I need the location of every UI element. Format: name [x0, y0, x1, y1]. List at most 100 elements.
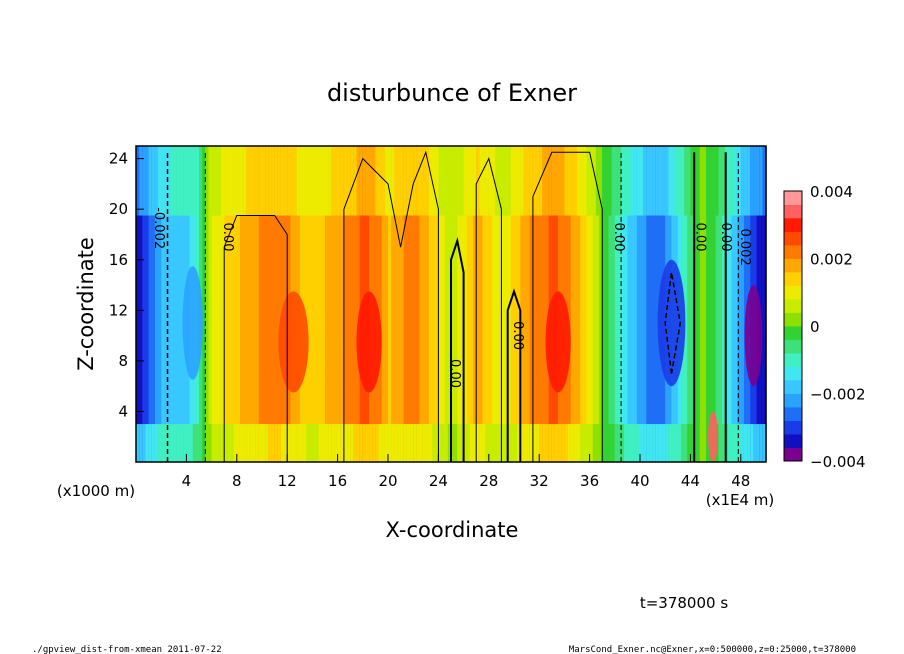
colorbar-swatch [784, 285, 802, 300]
field-strip-top [230, 146, 235, 216]
field-strip-low [331, 424, 336, 462]
field-strip [488, 146, 493, 462]
field-strip-low [315, 424, 320, 462]
field-strip-low [359, 424, 364, 462]
field-strip-low [558, 424, 562, 462]
field-strip-top [233, 146, 238, 216]
field-strip-low [154, 424, 159, 462]
field-strip-low [690, 424, 695, 462]
field-strip-low [176, 424, 181, 462]
field-strip-top [529, 146, 534, 216]
colorbar-swatch [784, 420, 802, 435]
field-strip-top [655, 146, 660, 216]
field-strip-low [545, 424, 550, 462]
field-strip [328, 146, 332, 462]
field-strip [611, 146, 616, 462]
field-strip-low [652, 424, 657, 462]
field-strip-top [388, 146, 392, 216]
field-strip [498, 146, 502, 462]
field-strip-top [293, 146, 298, 216]
field-strip-low [599, 424, 603, 462]
field-strip [444, 146, 449, 462]
field-strip [721, 146, 726, 462]
field-strip [315, 146, 320, 462]
field-strip [595, 146, 600, 462]
field-strip-top [384, 146, 389, 216]
colorbar-tick-label: 0 [810, 318, 820, 336]
field-strip-top [309, 146, 313, 216]
colorbar-swatch [784, 353, 802, 367]
contour-label: 0.00 [718, 223, 733, 252]
field-strip-low [202, 424, 206, 462]
field-strip-top [315, 146, 320, 216]
field-strip-low [334, 424, 339, 462]
field-strip-low [391, 424, 395, 462]
field-strip-low [447, 424, 452, 462]
field-strip [605, 146, 610, 462]
field-strip-low [249, 424, 254, 462]
field-strip [378, 146, 383, 462]
x-tick-label: 32 [530, 472, 549, 490]
field-strip [743, 146, 748, 462]
field-strip [243, 146, 247, 462]
field-strip-low [425, 424, 430, 462]
field-strip [504, 146, 509, 462]
field-strip [614, 146, 619, 462]
x-tick-label: 40 [630, 472, 649, 490]
field-strip-top [715, 146, 720, 216]
field-strip-low [406, 424, 411, 462]
field-strip-top [416, 146, 421, 216]
field-strip-top [236, 146, 241, 216]
field-strip-top [296, 146, 301, 216]
field-strip [271, 146, 276, 462]
field-strip [510, 146, 515, 462]
field-strip-low [756, 424, 761, 462]
field-strip-top [337, 146, 342, 216]
field-extremum [545, 291, 571, 393]
contour-line [223, 215, 288, 462]
field-strip-top [325, 146, 329, 216]
field-strip-top [627, 146, 632, 216]
field-strip-low [583, 424, 588, 462]
field-strip-top [334, 146, 339, 216]
field-strip-low [309, 424, 313, 462]
field-strip-top [145, 146, 150, 216]
field-strip [473, 146, 477, 462]
field-strip-low [718, 424, 723, 462]
field-strip-top [747, 146, 751, 216]
field-strip-low [554, 424, 559, 462]
field-strip-top [369, 146, 373, 216]
field-strip [432, 146, 436, 462]
field-strip [173, 146, 178, 462]
colorbar-swatch [784, 407, 802, 421]
field-strip-top [438, 146, 443, 216]
field-strip-top [674, 146, 679, 216]
field-strip-top [353, 146, 358, 216]
field-strip [643, 146, 647, 462]
field-strip-top [290, 146, 295, 216]
field-strip [252, 146, 257, 462]
field-strip-top [699, 146, 704, 216]
field-strip-low [280, 424, 285, 462]
field-strip [608, 146, 613, 462]
field-strip [583, 146, 588, 462]
field-strip [602, 146, 606, 462]
x-tick-label: 16 [328, 472, 347, 490]
field-strip-low [277, 424, 282, 462]
field-strip-top [507, 146, 512, 216]
field-strip-top [167, 146, 172, 216]
field-strip-top [161, 146, 165, 216]
field-strip-top [589, 146, 594, 216]
field-strip-top [284, 146, 288, 216]
field-strip [139, 146, 143, 462]
field-strip-low [444, 424, 449, 462]
field-strip-low [680, 424, 685, 462]
field-strip-top [690, 146, 695, 216]
field-strip-top [740, 146, 745, 216]
field-strip-low [699, 424, 704, 462]
field-strip [545, 146, 550, 462]
field-strip-low [362, 424, 367, 462]
field-strip-low [743, 424, 748, 462]
field-strip [265, 146, 269, 462]
field-strip [343, 146, 348, 462]
